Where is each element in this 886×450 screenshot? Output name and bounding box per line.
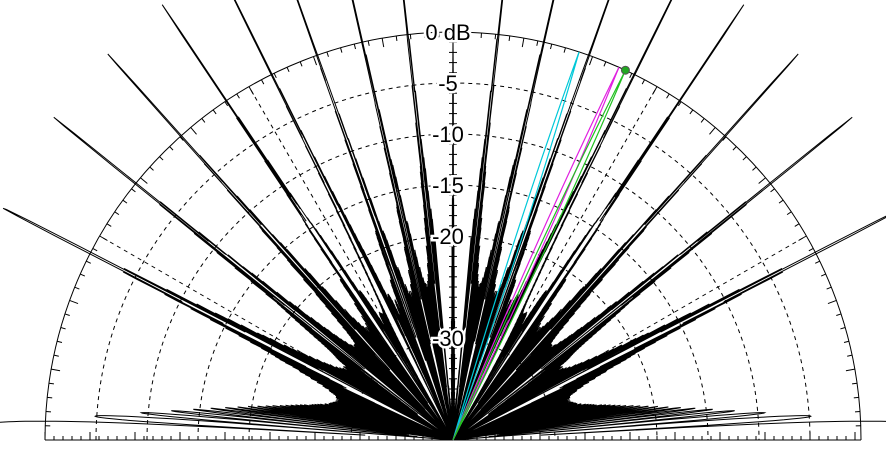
angle-tick <box>494 34 497 40</box>
angle-tick <box>641 79 645 85</box>
angle-tick <box>273 73 277 79</box>
angle-tick <box>798 235 807 241</box>
angle-tick <box>381 38 385 48</box>
angle-tick <box>64 313 70 316</box>
angle-tick <box>588 56 594 66</box>
angle-tick <box>56 340 63 343</box>
angle-tick <box>836 313 842 316</box>
angle-tick <box>114 211 120 216</box>
angle-tick <box>212 109 217 115</box>
angle-tick <box>722 136 727 141</box>
radial-label-5: -30 <box>432 326 464 351</box>
angle-tick <box>261 79 265 85</box>
angle-tick <box>286 67 290 73</box>
angle-tick <box>536 40 539 46</box>
angle-tick <box>666 93 670 99</box>
angle-tick <box>80 273 86 277</box>
angle-tick <box>852 382 858 385</box>
angle-tick <box>131 188 136 193</box>
angle-tick <box>92 248 98 252</box>
angle-tick <box>340 47 343 53</box>
angle-tick <box>508 35 511 41</box>
radial-label-3: -15 <box>432 173 464 198</box>
angle-tick <box>395 35 398 41</box>
steered-beams <box>452 51 630 441</box>
angle-tick <box>752 166 757 171</box>
angle-tick <box>847 354 853 357</box>
angle-tick <box>353 43 356 50</box>
radial-label-2: -10 <box>432 122 464 147</box>
angle-tick <box>190 127 197 135</box>
angle-tick <box>853 396 859 399</box>
angle-tick <box>709 127 716 135</box>
angle-tick <box>74 286 80 290</box>
angle-tick <box>521 38 525 48</box>
angle-tick <box>409 34 412 40</box>
angle-tick <box>786 211 792 216</box>
angle-tick <box>69 299 79 305</box>
angle-tick <box>845 368 855 372</box>
angle-tick <box>51 368 61 372</box>
angle-tick <box>629 73 633 79</box>
angle-tick <box>201 118 206 123</box>
beam-1 <box>452 67 620 441</box>
angle-tick <box>99 235 108 241</box>
angle-tick <box>106 223 112 227</box>
angle-tick <box>563 47 566 53</box>
angle-tick <box>794 223 800 227</box>
beam-0 <box>452 51 580 441</box>
angle-tick <box>820 273 826 277</box>
angle-tick <box>236 93 240 99</box>
radial-label-4: -20 <box>432 224 464 249</box>
angle-tick <box>299 61 303 67</box>
angle-tick <box>689 109 694 115</box>
angle-tick <box>603 61 607 67</box>
angle-tick <box>840 327 846 330</box>
angle-tick <box>843 340 850 343</box>
angle-tick <box>814 260 820 264</box>
angle-tick <box>826 286 832 290</box>
angle-tick <box>140 177 148 184</box>
angle-tick <box>53 354 59 357</box>
angle-tick <box>700 118 705 123</box>
angle-tick <box>122 199 128 204</box>
angle-tick <box>677 101 682 107</box>
angle-tick <box>732 146 737 151</box>
angle-tick <box>742 156 747 161</box>
angle-tick <box>827 299 837 305</box>
angle-tick <box>169 146 174 151</box>
angle-tick <box>149 166 154 171</box>
angle-tick <box>652 86 658 95</box>
angle-tick <box>86 260 92 264</box>
angle-tick <box>367 40 370 46</box>
angle-tick <box>808 248 814 252</box>
radial-label-0: 0 dB <box>425 20 470 45</box>
radial-axis-labels: 0 dB -5 -10 -15 -20 -30 <box>423 18 473 354</box>
angle-tick <box>159 156 164 161</box>
angle-tick <box>179 136 184 141</box>
beam-marker <box>620 65 630 75</box>
angle-tick <box>758 177 766 184</box>
angle-tick <box>778 199 784 204</box>
angle-tick <box>326 51 329 57</box>
angle-tick <box>550 43 553 50</box>
angle-tick <box>248 86 254 95</box>
angle-tick <box>770 188 775 193</box>
angle-tick <box>47 396 53 399</box>
angle-tick <box>60 327 66 330</box>
angle-tick <box>224 101 229 107</box>
angle-tick <box>312 56 318 66</box>
angle-tick <box>48 382 54 385</box>
radial-label-1: -5 <box>438 71 458 96</box>
